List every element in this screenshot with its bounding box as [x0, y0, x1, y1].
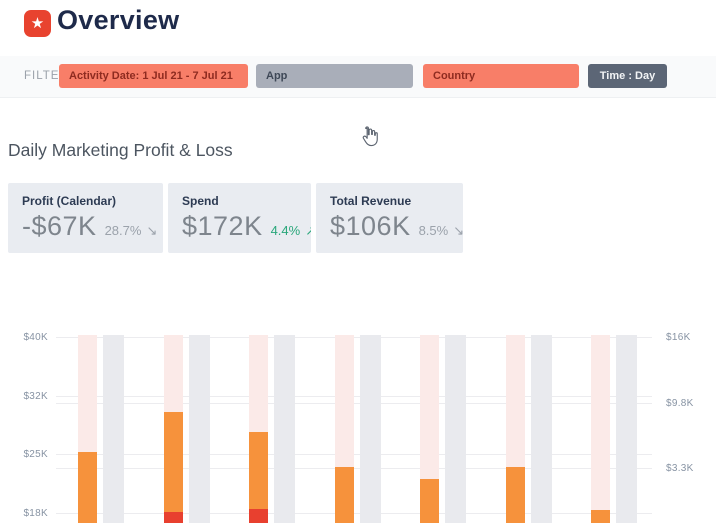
kpi-change: 28.7%: [104, 223, 142, 238]
page-title: Overview: [57, 5, 180, 35]
kpi-segment-total-revenue: Total Revenue $106K 8.5% ↘: [316, 183, 463, 253]
kpi-segment-profit-calendar: Profit (Calendar) -$67K 28.7% ↘: [8, 183, 163, 253]
kpi-value: $106K: [330, 211, 411, 241]
left-axis-tick: $25K: [23, 449, 48, 460]
kpi-segment-spend: Spend $172K 4.4% ↗: [168, 183, 311, 253]
mouse-pointer-hand-icon: [362, 126, 378, 147]
kpi-value: -$67K: [22, 211, 97, 241]
value-bar[interactable]: [334, 467, 354, 523]
gridline: [56, 454, 652, 455]
background-column-gray: [359, 335, 381, 523]
background-column-gray: [530, 335, 552, 523]
background-column-gray: [274, 335, 295, 523]
loss-bar-segment[interactable]: [163, 512, 183, 523]
kpi-value-row: $172K 4.4% ↗: [182, 211, 311, 242]
kpi-label: Total Revenue: [330, 194, 412, 208]
app-header: ★ Overview: [0, 0, 716, 56]
filter-chip-activity-date[interactable]: Activity Date: 1 Jul 21 - 7 Jul 21: [59, 64, 248, 88]
background-column-gray: [616, 335, 637, 523]
kpi-label: Profit (Calendar): [22, 194, 117, 208]
value-bar[interactable]: [78, 452, 97, 523]
gridline: [56, 468, 652, 469]
background-column-gray: [103, 335, 124, 523]
left-axis-tick: $40K: [23, 332, 48, 343]
kpi-change: 8.5%: [418, 223, 449, 238]
left-axis-tick: $32K: [23, 391, 48, 402]
background-column-pink: [420, 335, 439, 523]
background-column-pink: [591, 335, 610, 523]
right-axis-tick: $3.3K: [666, 463, 694, 474]
value-bar[interactable]: [249, 432, 268, 523]
right-axis-tick: $9.8K: [666, 398, 694, 409]
kpi-value-row: $106K 8.5% ↘: [330, 211, 463, 242]
gridline: [56, 403, 652, 404]
trend-up-arrow-icon: ↗: [305, 223, 311, 238]
kpi-summary-card: Profit (Calendar) -$67K 28.7% ↘ Spend $172K 4.…: [8, 183, 463, 253]
gridline: [56, 396, 652, 397]
background-column-gray: [188, 335, 210, 523]
right-axis-tick: $16K: [666, 332, 691, 343]
filter-bar: FILTER Activity Date: 1 Jul 21 - 7 Jul 2…: [0, 56, 716, 147]
gridline: [56, 337, 652, 338]
trend-down-arrow-icon: ↘: [146, 223, 158, 238]
value-bar[interactable]: [591, 509, 610, 523]
left-axis-tick: $18K: [23, 508, 48, 519]
filter-chip-country[interactable]: Country: [423, 64, 579, 88]
daily-profit-loss-chart: $40K $32K $25K $18K $16K $9.8K $3.3K: [0, 300, 716, 523]
value-bar[interactable]: [163, 411, 183, 523]
filter-chip-time-granularity[interactable]: Time : Day: [588, 64, 667, 88]
kpi-change: 4.4%: [270, 223, 301, 238]
section-title: Daily Marketing Profit & Loss: [8, 140, 233, 160]
kpi-value: $172K: [182, 211, 263, 241]
value-bar[interactable]: [505, 467, 525, 523]
kpi-label: Spend: [182, 194, 219, 208]
filter-label: FILTER: [24, 70, 69, 82]
gridline: [56, 513, 652, 514]
filter-chip-app[interactable]: App: [256, 64, 413, 88]
loss-bar-segment[interactable]: [249, 508, 268, 523]
star-icon: ★: [24, 10, 51, 37]
background-column-gray: [445, 335, 466, 523]
kpi-value-row: -$67K 28.7% ↘: [22, 211, 163, 242]
value-bar[interactable]: [420, 479, 439, 523]
trend-down-arrow-icon: ↘: [453, 223, 463, 238]
